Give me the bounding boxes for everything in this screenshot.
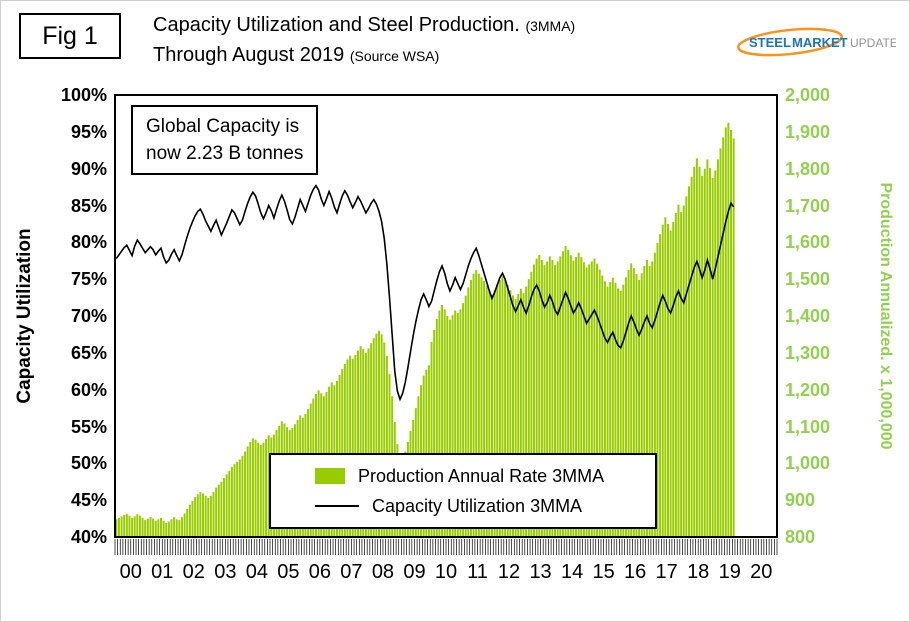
right-axis-title: Production Annualized. x 1,000,000 (877, 182, 894, 450)
legend-item-production: Production Annual Rate 3MMA (315, 466, 655, 487)
right-axis-tick-label: 1,400 (785, 306, 831, 326)
x-axis-year-label: 08 (371, 561, 395, 583)
left-axis-tick-label: 85% (70, 195, 107, 216)
x-axis-year-label: 15 (592, 561, 615, 583)
x-axis-year-label: 00 (119, 561, 142, 583)
left-axis-tick-label: 50% (70, 453, 107, 474)
x-axis-year-label: 14 (560, 561, 584, 583)
x-axis-month-ticks (114, 539, 778, 555)
title-line1-note: (3MMA) (525, 18, 576, 34)
left-axis-tick-label: 80% (70, 232, 107, 253)
x-axis-year-label: 04 (245, 561, 268, 583)
x-axis-year-label: 19 (718, 561, 741, 583)
annotation-line1: Global Capacity is (146, 116, 300, 137)
legend-label-production: Production Annual Rate 3MMA (358, 465, 605, 486)
title-line1: Capacity Utilization and Steel Productio… (153, 14, 520, 36)
legend-item-capacity: Capacity Utilization 3MMA (315, 496, 655, 517)
right-axis-tick-label: 1,500 (785, 269, 831, 290)
x-axis-year-label: 20 (750, 561, 773, 583)
right-axis-tick-label: 1,600 (785, 232, 831, 253)
logo-text-market: MARKET (792, 35, 848, 50)
left-axis-tick-label: 90% (70, 158, 107, 179)
x-axis-year-label: 07 (340, 561, 363, 583)
left-axis-tick-label: 75% (70, 269, 107, 290)
x-axis-year-label: 06 (308, 561, 332, 583)
x-axis-year-label: 01 (151, 561, 174, 583)
logo-text-steel: STEEL (749, 35, 791, 50)
chart-title: Capacity Utilization and Steel Productio… (153, 11, 575, 71)
left-axis-title: Capacity Utilization (14, 228, 35, 404)
left-axis-tick-label: 100% (60, 85, 107, 105)
x-axis-year-label: 09 (403, 561, 426, 583)
right-axis-tick-label: 1,900 (785, 121, 831, 142)
right-axis-tick-label: 900 (785, 490, 816, 511)
x-axis-year-label: 17 (655, 561, 678, 583)
left-axis-tick-label: 70% (70, 306, 107, 326)
figure-label-box: Fig 1 (19, 13, 121, 59)
left-axis-tick-label: 45% (70, 490, 107, 511)
x-axis-year-label: 11 (467, 561, 488, 583)
right-axis-tick-label: 1,800 (785, 158, 831, 179)
right-axis-tick-label: 2,000 (785, 85, 831, 105)
x-axis-year-label: 18 (687, 561, 710, 583)
annotation-line2: now 2.23 B tonnes (146, 143, 304, 164)
right-axis-tick-label: 1,100 (785, 416, 831, 437)
x-axis-year-label: 02 (182, 561, 205, 583)
x-axis-year-label: 10 (434, 561, 458, 583)
left-axis-tick-label: 60% (70, 379, 107, 400)
x-axis-year-label: 03 (214, 561, 237, 583)
title-line2-note: (Source WSA) (349, 48, 440, 64)
x-axis-year-label: 12 (497, 561, 521, 583)
right-axis-tick-label: 1,700 (785, 195, 831, 216)
right-axis-tick-label: 800 (785, 527, 816, 547)
capacity-utilization-line (115, 184, 735, 402)
left-axis-tick-label: 40% (70, 527, 107, 547)
right-axis-tick-label: 1,300 (785, 342, 831, 363)
legend-swatch-capacity (315, 505, 359, 507)
x-axis-year-label: 16 (624, 561, 647, 583)
x-axis-year-label: 05 (277, 561, 300, 583)
plot-border (114, 94, 778, 538)
logo-text-update: UPDATE (850, 36, 896, 50)
right-axis-tick-label: 1,000 (785, 453, 831, 474)
title-line2: Through August 2019 (153, 44, 345, 66)
legend-label-capacity: Capacity Utilization 3MMA (372, 495, 583, 516)
figure-label: Fig 1 (42, 21, 98, 50)
left-axis-tick-label: 95% (70, 121, 107, 142)
left-axis-tick-label: 55% (70, 416, 107, 437)
left-axis-tick-label: 65% (70, 342, 107, 363)
right-axis-tick-label: 1,200 (785, 379, 831, 400)
production-bars (115, 122, 735, 538)
logo-swoosh-icon (737, 27, 843, 57)
legend: Production Annual Rate 3MMA Capacity Uti… (269, 453, 657, 529)
legend-swatch-production (315, 468, 345, 484)
x-axis-year-label: 13 (529, 561, 552, 583)
annotation-box: Global Capacity is now 2.23 B tonnes (131, 105, 319, 175)
smu-logo: STEEL MARKET UPDATE (736, 21, 898, 68)
